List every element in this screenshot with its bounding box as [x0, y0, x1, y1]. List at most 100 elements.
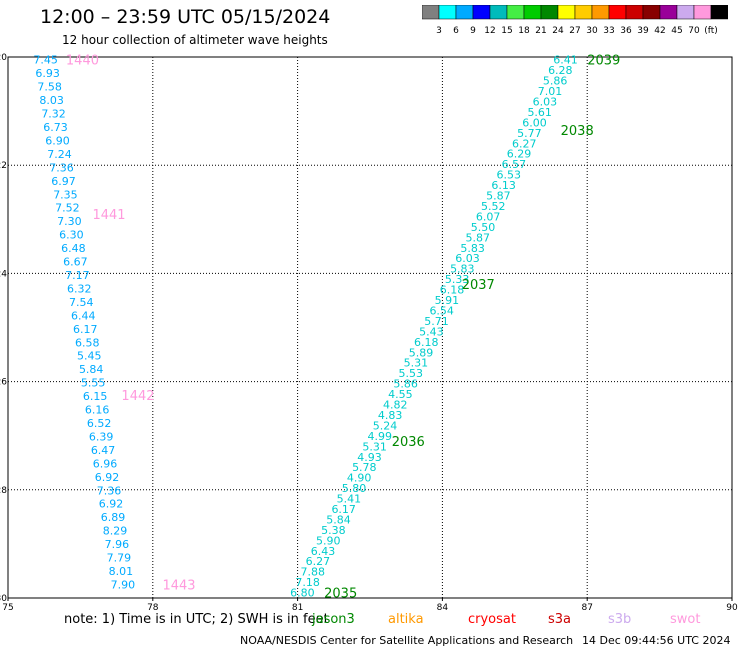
- wave-height-label: 6.89: [101, 511, 126, 524]
- chart-subtitle: 12 hour collection of altimeter wave hei…: [62, 33, 328, 47]
- wave-height-label: 6.15: [83, 390, 108, 403]
- wave-height-label: 7.52: [55, 202, 80, 215]
- satellite-altika: altika: [388, 612, 424, 627]
- legend-label: 12: [484, 26, 495, 36]
- wave-height-label: 5.41: [337, 493, 362, 506]
- pass-time-label: 1441: [92, 208, 125, 223]
- wave-height-label: 7.35: [53, 188, 78, 201]
- wave-height-label: 6.58: [75, 336, 100, 349]
- wave-height-label: 6.96: [93, 457, 118, 470]
- wave-height-label: 7.17: [65, 269, 90, 282]
- satellite-swot: swot: [670, 612, 701, 627]
- legend-label: 33: [603, 26, 614, 36]
- wave-height-label: 8.29: [103, 525, 128, 538]
- plot-frame: [7, 56, 733, 599]
- wave-height-label: 7.45: [33, 54, 58, 67]
- legend-label: 45: [671, 26, 682, 36]
- wave-height-plot: 757881848790-20-22-24-26-28-307.456.937.…: [0, 53, 738, 612]
- wave-height-label: 7.36: [97, 484, 122, 497]
- chart-title: 12:00 – 23:59 UTC 05/15/2024: [40, 6, 331, 28]
- wave-height-label: 6.18: [440, 284, 465, 297]
- wave-height-label: 5.77: [517, 127, 542, 140]
- wave-height-label: 6.13: [491, 179, 516, 192]
- wave-height-label: 4.82: [383, 399, 408, 412]
- y-tick-label: -22: [0, 161, 7, 171]
- y-tick-label: -24: [0, 269, 7, 279]
- wave-height-label: 7.24: [47, 148, 72, 161]
- satellite-s3b: s3b: [608, 612, 632, 627]
- pass-time-label: 2036: [392, 435, 425, 450]
- wave-height-label: 5.61: [527, 106, 552, 119]
- pass-time-label: 1442: [121, 389, 154, 404]
- wave-height-label: 6.07: [476, 210, 501, 223]
- wave-height-label: 4.99: [368, 430, 393, 443]
- legend-label: 21: [535, 26, 546, 36]
- wave-height-label: 5.43: [419, 325, 444, 338]
- wave-height-label: 5.71: [424, 315, 449, 328]
- y-tick-label: -30: [0, 594, 7, 604]
- legend-label: 27: [569, 26, 580, 36]
- wave-height-label: 6.93: [35, 67, 60, 80]
- wave-height-label: 7.96: [105, 538, 130, 551]
- wave-height-label: 5.33: [445, 273, 470, 286]
- credit-line: NOAA/NESDIS Center for Satellite Applica…: [240, 634, 574, 647]
- pass-time-label: 1443: [162, 578, 195, 593]
- wave-height-label: 6.41: [553, 54, 578, 67]
- wave-height-label: 5.84: [326, 513, 351, 526]
- generated-timestamp: 14 Dec 09:44:56 UTC 2024: [582, 634, 731, 647]
- wave-height-label: 4.55: [388, 388, 413, 401]
- wave-height-label: 6.28: [548, 64, 573, 77]
- wave-height-label: 6.16: [85, 404, 110, 417]
- legend-label: 42: [654, 26, 665, 36]
- wave-height-label: 7.58: [37, 81, 62, 94]
- wave-height-label: 5.52: [481, 200, 506, 213]
- wave-height-label: 8.01: [109, 565, 134, 578]
- wave-height-label: 7.90: [111, 578, 136, 591]
- satellite-jason3: jason3: [312, 612, 355, 627]
- wave-height-label: 5.55: [81, 377, 106, 390]
- x-tick-label: 84: [437, 603, 449, 612]
- wave-height-label: 5.38: [321, 524, 346, 537]
- wave-height-label: 5.31: [404, 357, 429, 370]
- wave-height-label: 6.32: [67, 282, 92, 295]
- x-tick-label: 87: [581, 603, 592, 612]
- wave-height-label: 5.53: [398, 367, 423, 380]
- wave-height-label: 6.17: [73, 323, 98, 336]
- wave-height-label: 6.48: [61, 242, 86, 255]
- wave-height-label: 6.67: [63, 256, 88, 269]
- wave-height-label: 4.83: [378, 409, 403, 422]
- x-tick-label: 75: [2, 603, 13, 612]
- wave-height-label: 5.84: [79, 363, 104, 376]
- wave-height-label: 8.03: [39, 94, 64, 107]
- y-tick-label: -28: [0, 486, 7, 496]
- legend-label: 9: [470, 26, 476, 36]
- wave-height-label: 6.57: [502, 158, 527, 171]
- wave-height-label: 6.17: [331, 503, 356, 516]
- wave-height-label: 5.83: [460, 242, 485, 255]
- wave-height-label: 7.36: [49, 161, 74, 174]
- wave-height-label: 7.30: [57, 215, 82, 228]
- wave-height-label: 5.91: [435, 294, 460, 307]
- wave-height-label: 6.44: [71, 309, 96, 322]
- wave-height-label: 6.90: [45, 134, 70, 147]
- wave-height-label: 7.01: [538, 85, 563, 98]
- wave-height-label: 5.45: [77, 350, 102, 363]
- wave-height-label: 7.88: [300, 566, 325, 579]
- y-tick-label: -20: [0, 53, 7, 63]
- wave-height-label: 6.18: [414, 336, 439, 349]
- wave-height-label: 4.93: [357, 451, 382, 464]
- wave-height-label: 4.90: [347, 472, 372, 485]
- color-scale-legend: 3 6 9 12 15 18 21 24 27 30 33 36 39 42 45 70 (ft): [422, 5, 728, 36]
- wave-height-label: 6.52: [87, 417, 112, 430]
- wave-height-label: 5.86: [543, 75, 568, 88]
- wave-height-label: 5.24: [373, 419, 398, 432]
- x-tick-label: 78: [147, 603, 159, 612]
- note-row: note: 1) Time is in UTC; 2) SWH is in fe…: [0, 612, 740, 630]
- wave-height-label: 6.29: [507, 148, 532, 161]
- x-tick-label: 81: [292, 603, 303, 612]
- wave-height-label: 6.47: [91, 444, 116, 457]
- legend-label: 36: [620, 26, 632, 36]
- satellite-s3a: s3a: [548, 612, 572, 627]
- legend-label: 24: [552, 26, 564, 36]
- wave-height-label: 6.80: [290, 587, 315, 600]
